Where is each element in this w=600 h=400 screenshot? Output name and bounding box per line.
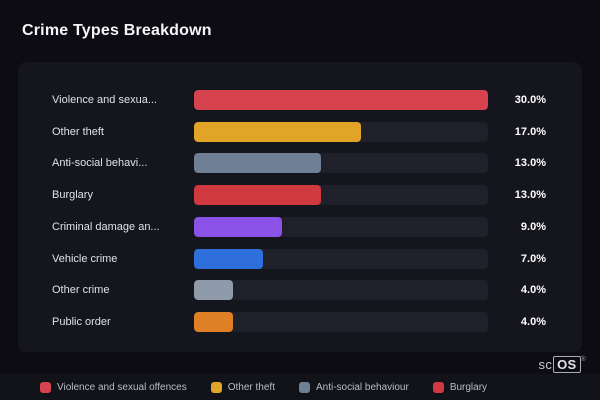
bar-track bbox=[194, 153, 488, 174]
legend-label: Anti-social behaviour bbox=[315, 381, 409, 393]
legend-swatch-icon bbox=[210, 381, 222, 393]
bar bbox=[194, 185, 322, 206]
category-label: Criminal damage an... bbox=[52, 220, 160, 233]
bar bbox=[194, 153, 322, 174]
value-label: 13.0% bbox=[514, 157, 546, 170]
value-label: 7.0% bbox=[520, 252, 546, 265]
chart-row: Public order 4.0% bbox=[52, 311, 546, 332]
legend-item-anti-social-behaviour[interactable]: Anti-social behaviour bbox=[298, 381, 409, 393]
chart-row: Violence and sexua... 30.0% bbox=[52, 90, 546, 110]
legend-swatch-icon bbox=[40, 381, 51, 393]
legend-item-other-theft[interactable]: Other theft bbox=[210, 381, 275, 393]
category-label: Vehicle crime bbox=[52, 252, 118, 265]
legend-label: Burglary bbox=[449, 381, 488, 393]
bar bbox=[194, 90, 488, 110]
chart-panel: Violence and sexua... 30.0% Other theft … bbox=[18, 62, 582, 352]
chart-row: Other theft 17.0% bbox=[52, 121, 546, 142]
chart-row: Vehicle crime 7.0% bbox=[52, 248, 546, 269]
legend-swatch-icon bbox=[432, 381, 444, 393]
category-label: Other theft bbox=[52, 125, 104, 138]
value-label: 4.0% bbox=[520, 284, 546, 297]
brand-logo: sc OS ® bbox=[539, 356, 586, 373]
value-label: 13.0% bbox=[514, 189, 546, 202]
legend-item-violence-and-sexual-offences[interactable]: Violence and sexual offences bbox=[40, 381, 187, 393]
bar bbox=[194, 248, 263, 269]
category-label: Anti-social behavi... bbox=[52, 157, 148, 170]
chart-row: Anti-social behavi... 13.0% bbox=[52, 153, 546, 174]
brand-prefix: sc bbox=[538, 357, 553, 372]
category-label: Violence and sexua... bbox=[52, 94, 157, 106]
bar-track bbox=[194, 280, 488, 301]
bar bbox=[194, 280, 234, 301]
brand-box: OS bbox=[553, 356, 581, 373]
bar-track bbox=[194, 121, 488, 142]
chart-legend: Violence and sexual offences Other theft… bbox=[0, 374, 600, 400]
page-title: Crime Types Breakdown bbox=[22, 22, 212, 39]
legend-swatch-icon bbox=[298, 381, 310, 393]
value-label: 17.0% bbox=[514, 125, 546, 138]
value-label: 9.0% bbox=[520, 220, 546, 233]
legend-label: Other theft bbox=[227, 381, 275, 393]
value-label: 4.0% bbox=[520, 315, 546, 328]
category-label: Other crime bbox=[52, 284, 110, 297]
bar-track bbox=[194, 90, 488, 110]
registered-mark-icon: ® bbox=[580, 356, 586, 363]
value-label: 30.0% bbox=[514, 94, 546, 106]
bar-track bbox=[194, 248, 488, 269]
bar-track bbox=[194, 311, 488, 332]
category-label: Burglary bbox=[52, 189, 93, 202]
bar-track bbox=[194, 185, 488, 206]
legend-label: Violence and sexual offences bbox=[57, 381, 187, 393]
bar bbox=[194, 216, 283, 237]
chart-row: Criminal damage an... 9.0% bbox=[52, 216, 546, 237]
bar bbox=[194, 311, 234, 332]
bar-track bbox=[194, 216, 488, 237]
bar bbox=[194, 121, 361, 142]
legend-item-burglary[interactable]: Burglary bbox=[432, 381, 488, 393]
chart-row: Burglary 13.0% bbox=[52, 185, 546, 206]
category-label: Public order bbox=[52, 315, 111, 328]
chart-row: Other crime 4.0% bbox=[52, 280, 546, 301]
